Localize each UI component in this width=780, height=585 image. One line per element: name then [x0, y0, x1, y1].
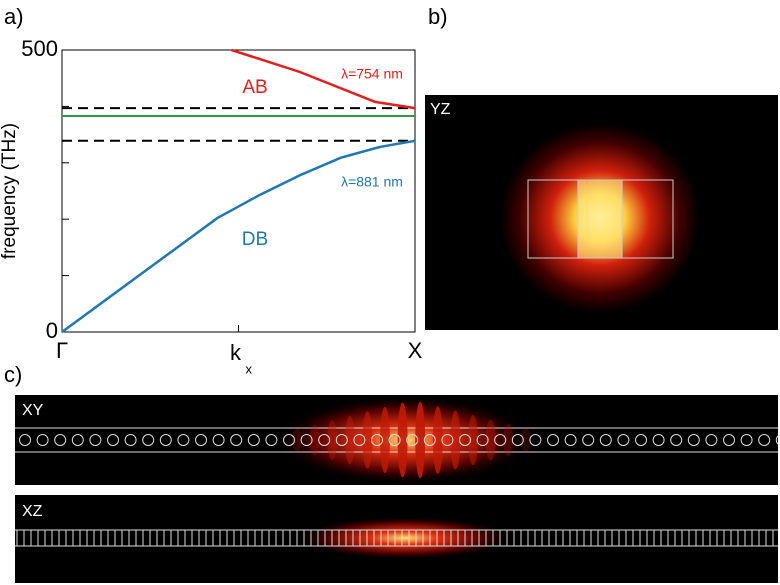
field-lobe — [362, 411, 372, 468]
figure: a) b) c) frequency (THz) 0500ΓXkxDBABλ=7… — [0, 0, 780, 585]
field-lobe — [345, 416, 355, 464]
field-lobe — [398, 403, 408, 478]
field-lobe — [433, 406, 443, 474]
legend-label: AB — [242, 77, 267, 98]
panel-label: c) — [4, 362, 22, 387]
field-lobe — [310, 425, 320, 456]
field-label: XY — [22, 402, 44, 419]
panel-label: a) — [4, 4, 24, 29]
field-lobe — [521, 428, 531, 452]
annotation: λ=881 nm — [341, 174, 403, 190]
field-lobe — [503, 424, 513, 456]
yz-field: YZ — [425, 95, 778, 330]
field-core — [578, 180, 622, 258]
panel-label: b) — [428, 4, 448, 29]
plot-frame — [62, 50, 415, 332]
y-axis-label: frequency (THz) — [0, 123, 20, 259]
field-lobe — [292, 429, 302, 451]
field-lobe — [327, 420, 337, 460]
y-tick-label: 500 — [21, 36, 58, 61]
field-lobe — [486, 419, 496, 460]
field-lobe — [450, 411, 460, 470]
xy-field: XY — [15, 395, 780, 485]
x-tick-label: Γ — [56, 338, 68, 363]
field-lobe — [415, 402, 425, 478]
field-glow — [295, 516, 515, 560]
band-line — [62, 141, 415, 332]
field-label: XZ — [22, 503, 43, 520]
annotation: λ=754 nm — [341, 66, 403, 82]
field-label: YZ — [430, 101, 451, 118]
field-lobe — [380, 407, 390, 473]
legend-label: DB — [242, 229, 268, 250]
xz-field: XZ — [15, 495, 778, 583]
x-tick-label: X — [408, 338, 423, 363]
field-lobe — [468, 415, 478, 465]
x-axis-label: k — [230, 340, 242, 365]
x-axis-label-sub: x — [246, 361, 253, 376]
